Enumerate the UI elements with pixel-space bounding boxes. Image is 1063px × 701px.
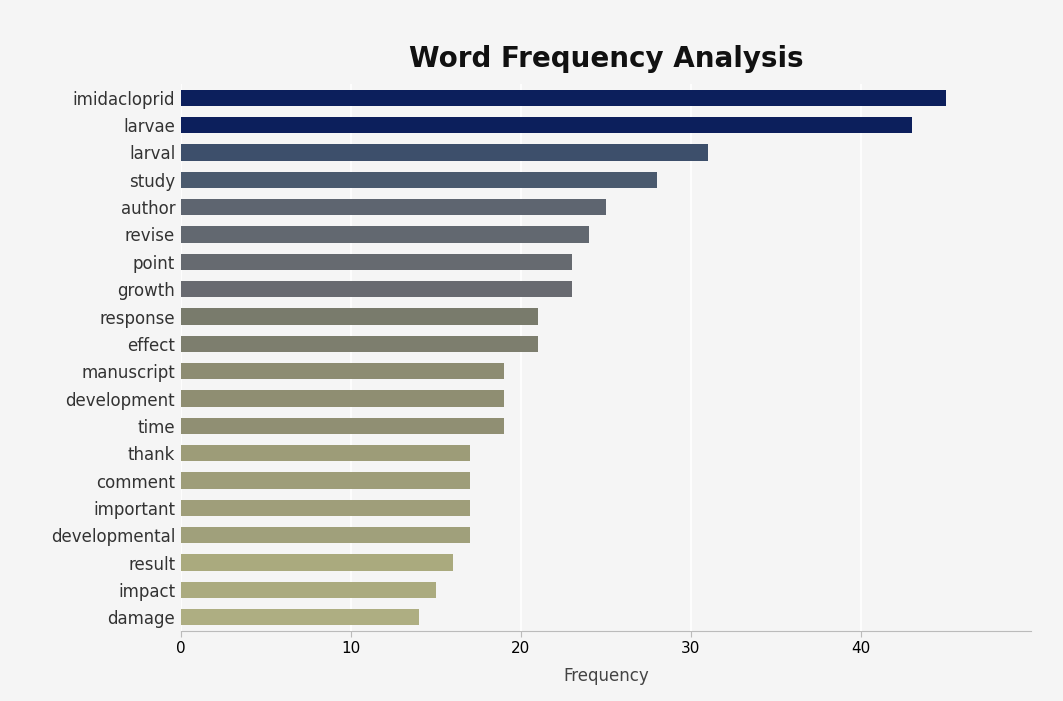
Bar — [181, 199, 606, 215]
Bar — [181, 363, 504, 379]
Bar — [181, 445, 470, 461]
Bar — [181, 172, 657, 188]
Bar — [181, 117, 912, 133]
Bar — [181, 90, 946, 106]
X-axis label: Frequency: Frequency — [563, 667, 648, 686]
Bar — [181, 554, 453, 571]
Bar — [181, 418, 504, 434]
Bar — [181, 144, 708, 161]
Bar — [181, 281, 572, 297]
Bar — [181, 527, 470, 543]
Bar — [181, 500, 470, 516]
Bar — [181, 582, 436, 598]
Bar — [181, 609, 419, 625]
Bar — [181, 254, 572, 270]
Bar — [181, 472, 470, 489]
Bar — [181, 226, 589, 243]
Title: Word Frequency Analysis: Word Frequency Analysis — [408, 46, 804, 74]
Bar — [181, 308, 538, 325]
Bar — [181, 336, 538, 352]
Bar — [181, 390, 504, 407]
